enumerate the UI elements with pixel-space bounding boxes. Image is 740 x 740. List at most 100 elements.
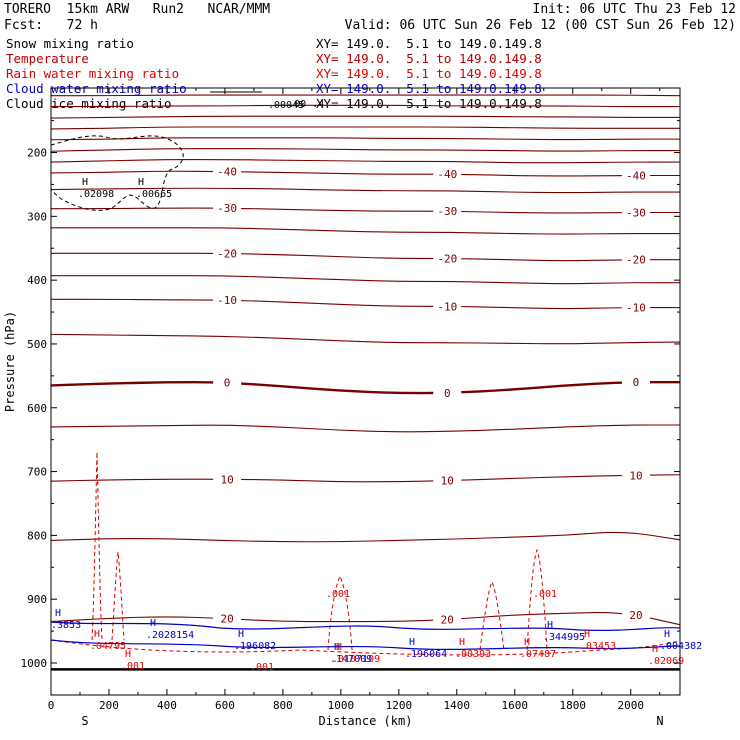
isotherm-label: -10 <box>626 302 646 315</box>
y-axis-label: Pressure (hPa) <box>3 311 17 412</box>
snow-contour <box>50 135 184 211</box>
x-tick-label: 600 <box>215 699 235 712</box>
cloud-water-max-value: .2028154 <box>146 630 194 641</box>
cloud-water-max-value: .3853 <box>51 620 81 631</box>
rain-max-h: H <box>125 649 131 660</box>
isotherm-label-bg <box>433 205 462 218</box>
isotherm-label: -40 <box>626 169 646 182</box>
isotherm-label: -30 <box>217 202 237 215</box>
y-tick-label: 600 <box>27 402 47 415</box>
rain-label: .001 <box>326 589 350 600</box>
isotherm-label: -10 <box>437 300 457 313</box>
isotherm-line <box>51 252 680 262</box>
ice-max-label: .00 .4 <box>264 88 324 121</box>
isotherm-label-bg <box>213 247 242 260</box>
isotherm-label-bg <box>213 473 242 486</box>
isotherm-label-bg <box>621 608 650 621</box>
isotherm-label-bg <box>213 202 242 215</box>
isotherm-line <box>50 424 680 433</box>
isotherm-label-bg <box>621 206 650 219</box>
isotherm-label: 0 <box>224 377 231 390</box>
valid-time: Valid: 06 UTC Sun 26 Feb 12 (00 CST Sun … <box>344 18 736 33</box>
isotherm-line <box>51 94 681 97</box>
isotherm-label-bg <box>433 474 462 487</box>
isotherm-label: -30 <box>437 205 457 218</box>
isotherm-label: -20 <box>217 247 237 260</box>
legend-snow: Snow mixing ratio <box>6 36 134 51</box>
isotherm-line <box>50 137 680 141</box>
isotherm-label-bg <box>433 252 462 265</box>
legend-cloud-ice: Cloud ice mixing ratio <box>6 96 172 111</box>
y-tick-label: 200 <box>27 147 47 160</box>
x-tick-label: 1800 <box>560 699 587 712</box>
rain-max-h: H <box>336 642 342 653</box>
cloud-water-max-value: .196082 <box>234 641 276 652</box>
isotherm-label-bg <box>213 165 242 178</box>
model-title: TORERO 15km ARW Run2 NCAR/MMM <box>4 2 271 17</box>
isotherm-label: 20 <box>441 614 454 627</box>
isotherm-label-bg <box>621 169 650 182</box>
rain-max-value: .03453 <box>580 641 616 652</box>
rain-label: .001 <box>533 589 557 600</box>
x-tick-label: 1600 <box>502 699 529 712</box>
ice-max-a: .00 .4 <box>288 99 325 110</box>
rain-max-value: .04795 <box>90 641 126 652</box>
isotherm-label-bg <box>433 300 462 313</box>
cloud-water-max-value: .196064 <box>405 649 447 660</box>
x-tick-label: 1000 <box>328 699 355 712</box>
isotherm-line <box>50 148 680 152</box>
cloud-water-max-h: H <box>664 629 670 640</box>
y-tick-label: 800 <box>27 529 47 542</box>
y-tick-label: 400 <box>27 274 47 287</box>
ice-max-label-b: .00045 <box>268 100 305 111</box>
y-tick-label: 1000 <box>21 657 48 670</box>
isotherm-label: -10 <box>217 294 237 307</box>
isotherm-label-bg <box>213 612 242 625</box>
x-tick-label: 200 <box>99 699 119 712</box>
x-tick-label: 400 <box>157 699 177 712</box>
isotherm-line <box>50 126 680 130</box>
isotherm-label: -30 <box>626 207 646 220</box>
cloud-water-max-value: .344995 <box>543 632 585 643</box>
isotherm-line <box>51 227 680 235</box>
legend-snow-xy: XY= 149.0. 5.1 to 149.0.149.8 <box>316 36 542 51</box>
isotherm-line <box>51 298 680 310</box>
isotherm-label: 10 <box>629 469 642 482</box>
isotherm-label: 20 <box>220 613 233 626</box>
y-tick-label: 700 <box>27 466 47 479</box>
isotherm-label-bg <box>621 253 650 266</box>
x-tick-label: 1200 <box>386 699 413 712</box>
cloud-water-max-h: H <box>55 608 61 619</box>
isotherm-label: 0 <box>633 376 640 389</box>
isotherm-label-bg <box>621 301 650 314</box>
legend-rain: Rain water mixing ratio <box>6 66 180 81</box>
endpoint-south: S <box>81 714 88 728</box>
cloud-water-max-value: .147009 <box>330 654 372 665</box>
rain-max-h: H <box>524 637 530 648</box>
isotherm-line <box>51 207 680 214</box>
isotherm-line <box>50 381 680 395</box>
legend-cloud-ice-xy: XY= 149.0. 5.1 to 149.0.149.8 <box>316 96 542 111</box>
y-tick-label: 900 <box>27 593 47 606</box>
x-tick-label: 800 <box>273 699 293 712</box>
cloud-water-contour <box>50 639 681 650</box>
plot-frame <box>50 87 681 696</box>
isotherm-label: -20 <box>626 254 646 267</box>
isotherm-label-bg <box>621 376 650 389</box>
isotherm-label: 0 <box>444 387 451 400</box>
isotherm-line <box>50 474 681 483</box>
rain-max-h: H <box>459 637 465 648</box>
rain-contour <box>526 548 548 651</box>
isotherm-line <box>50 531 681 543</box>
isotherm-label: -40 <box>437 168 457 181</box>
cloud-water-contour <box>50 621 681 631</box>
y-tick-label: 300 <box>27 210 47 223</box>
rain-contour <box>327 574 353 651</box>
isotherm-label-bg <box>433 387 462 400</box>
rain-label: .001 <box>250 662 274 673</box>
snow-max-value: .02098 <box>78 189 114 200</box>
init-time: Init: 06 UTC Thu 23 Feb 12 <box>532 2 737 17</box>
cloud-water-max-h: H <box>238 629 244 640</box>
forecast-hour: Fcst: 72 h <box>4 18 98 33</box>
